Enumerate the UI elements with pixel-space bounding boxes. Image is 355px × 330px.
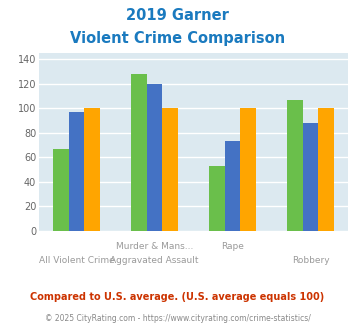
Text: Compared to U.S. average. (U.S. average equals 100): Compared to U.S. average. (U.S. average … [31,292,324,302]
Legend: Garner, North Carolina, National: Garner, North Carolina, National [57,329,330,330]
Bar [69,112,84,231]
Bar [303,123,318,231]
Bar [225,141,240,231]
Text: Murder & Mans...: Murder & Mans... [116,242,193,251]
Bar [147,83,162,231]
Bar [240,108,256,231]
Bar [84,108,100,231]
Text: 2019 Garner: 2019 Garner [126,8,229,23]
Text: All Violent Crime: All Violent Crime [39,256,114,265]
Text: Robbery: Robbery [292,256,329,265]
Bar [287,100,303,231]
Text: Rape: Rape [221,242,244,251]
Text: © 2025 CityRating.com - https://www.cityrating.com/crime-statistics/: © 2025 CityRating.com - https://www.city… [45,314,310,323]
Bar [53,148,69,231]
Bar [318,108,334,231]
Text: Aggravated Assault: Aggravated Assault [110,256,199,265]
Text: Violent Crime Comparison: Violent Crime Comparison [70,31,285,46]
Bar [209,166,225,231]
Bar [162,108,178,231]
Bar [131,74,147,231]
